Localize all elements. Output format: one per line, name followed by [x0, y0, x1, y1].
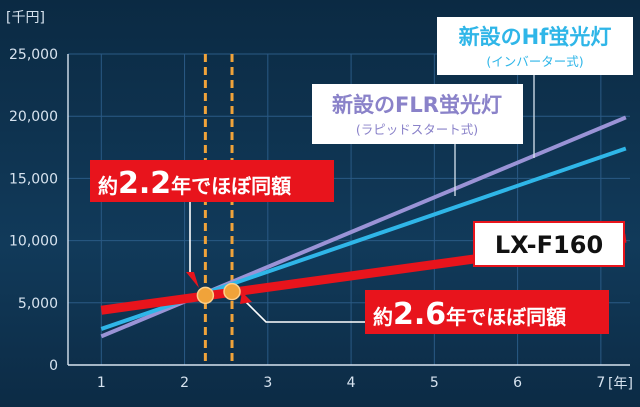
y-tick-label: 0 — [49, 358, 58, 374]
x-tick-label: 1 — [97, 375, 106, 391]
annotation-2-2-number: 2.2 — [118, 166, 171, 201]
x-tick-label: 2 — [180, 375, 189, 391]
x-unit-label: [年] — [608, 376, 633, 392]
hf-series-label: 新設のHf蛍光灯 — [459, 25, 612, 49]
annotation-2-2-text: 約2.2年でほぼ同額 — [98, 166, 291, 201]
annotation-2-2: 約2.2年でほぼ同額 — [90, 160, 334, 288]
y-tick-label: 20,000 — [9, 109, 58, 125]
y-tick-label: 10,000 — [9, 234, 58, 250]
y-unit-label: [千円] — [6, 10, 45, 26]
annotation-2-6-number: 2.6 — [393, 297, 446, 332]
y-tick-label: 25,000 — [9, 47, 58, 63]
flr-series-label: 新設のFLR蛍光灯 — [332, 93, 502, 117]
flr-series-subtitle: (ラピッドスタート式) — [356, 122, 478, 137]
annotation-2-6-prefix: 約 — [373, 305, 393, 329]
x-tick-label: 5 — [430, 375, 439, 391]
x-tick-label: 6 — [513, 375, 522, 391]
annotation-2-2-suffix: 年でほぼ同額 — [171, 174, 291, 198]
flr-legend-callout: 新設のFLR蛍光灯 (ラピッドスタート式) — [312, 84, 523, 196]
annotation-2-6-suffix: 年でほぼ同額 — [446, 305, 566, 329]
hf-legend-callout: 新設のHf蛍光灯 (インバーター式) — [437, 17, 633, 158]
annotation-2-2-prefix: 約 — [98, 174, 118, 198]
marker-layer — [196, 282, 241, 305]
x-tick-label: 4 — [347, 375, 356, 391]
x-tick-label: 7 — [596, 375, 605, 391]
annotation-2-6-text: 約2.6年でほぼ同額 — [373, 297, 566, 332]
breakeven-point-0 — [196, 286, 215, 305]
hf-series-subtitle: (インバーター式) — [486, 54, 583, 69]
lx-series-callout: LX-F160 — [473, 221, 625, 267]
dash-layer — [203, 54, 234, 365]
y-tick-label: 15,000 — [9, 171, 58, 187]
x-tick-label: 3 — [263, 375, 272, 391]
y-tick-label: 5,000 — [18, 296, 58, 312]
annotation-2-6: 約2.6年でほぼ同額 — [240, 290, 609, 334]
tick-layer: 0 5,000 10,000 15,000 20,000 25,000 1 2 3 4 5 6 7 — [9, 47, 605, 391]
lx-series-label: LX-F160 — [495, 231, 603, 259]
breakeven-point-1 — [223, 282, 241, 301]
